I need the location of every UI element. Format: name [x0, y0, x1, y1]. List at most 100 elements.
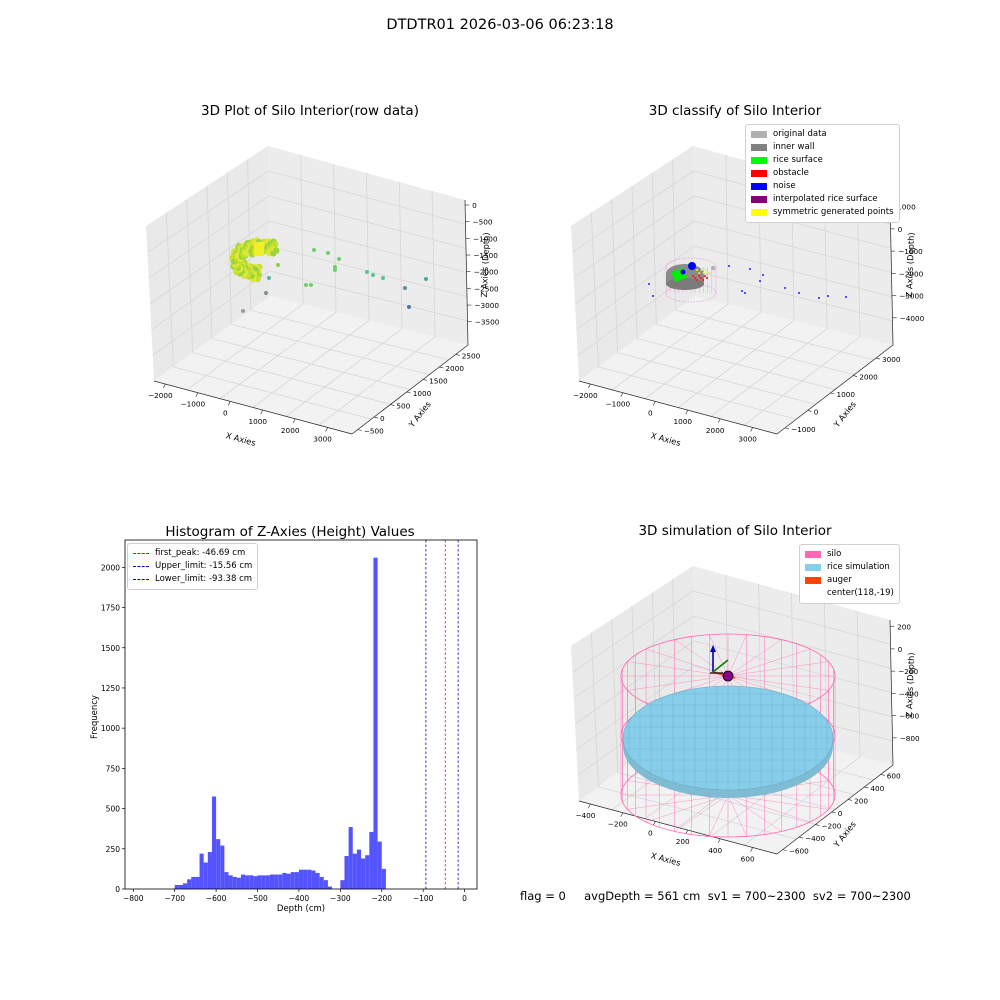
histogram-bar	[352, 853, 357, 889]
x-tick-label: −200	[371, 894, 392, 903]
y-tick-label: −200	[821, 822, 841, 831]
x-tick-label: 600	[741, 854, 755, 863]
y-tick-label: 500	[106, 805, 121, 814]
legend-entry: rice simulation	[805, 561, 894, 574]
silo-wire	[727, 794, 782, 832]
histogram-bar	[274, 874, 279, 889]
y-tick	[439, 366, 444, 369]
floor-pane	[579, 296, 893, 434]
histogram-bar	[174, 884, 179, 889]
symmetric-point	[698, 272, 701, 274]
noise-point	[652, 295, 654, 297]
z-axis-line	[464, 199, 469, 346]
obstacle-point	[695, 278, 699, 282]
histogram-bar	[211, 796, 217, 889]
legend-swatch	[751, 209, 767, 216]
legend-entry: first_peak: -46.69 cm	[133, 547, 252, 560]
y-axis-line	[351, 344, 469, 435]
x-tick	[588, 383, 591, 389]
z-tick-label: −800	[900, 734, 920, 743]
legend-swatch	[751, 131, 767, 138]
symmetric-point	[704, 269, 707, 271]
noise-point	[827, 295, 829, 297]
silo-wire	[674, 794, 729, 832]
silo-wire	[727, 634, 747, 677]
legend-swatch	[805, 551, 821, 558]
z-tick-label: −1000	[898, 247, 923, 256]
classified-points	[648, 257, 847, 303]
raw-plot-title: 3D Plot of Silo Interior(row data)	[201, 103, 419, 119]
histogram-bar	[203, 862, 208, 889]
obstacle-point	[699, 276, 703, 280]
y-tick-label: 750	[106, 764, 121, 773]
histogram-bar	[311, 870, 316, 889]
noise-point	[845, 296, 847, 298]
legend-label: original data	[773, 129, 827, 139]
x-tick	[620, 392, 624, 397]
x-tick-label: 2000	[281, 426, 300, 435]
raw-point	[326, 251, 330, 255]
x-tick-label: −500	[247, 894, 268, 903]
histogram-bar	[369, 831, 374, 889]
histogram-bar	[178, 884, 183, 889]
y-tick	[864, 786, 869, 789]
classify-plot-canvas: −2000 −1000 0 1000 2000 3000 X Axies −1000 0 1000…	[571, 146, 925, 448]
y-tick	[798, 836, 804, 839]
raw-point	[424, 277, 428, 281]
raw-points	[229, 237, 428, 313]
noise-point	[759, 280, 761, 282]
histogram-xlabel: Depth (cm)	[277, 904, 325, 914]
y-tick-label: 500	[396, 402, 410, 411]
x-tick-label: −2000	[573, 391, 598, 400]
x-tick	[750, 847, 753, 852]
x-tick-label: −1000	[605, 400, 630, 409]
y-tick	[455, 354, 460, 356]
classify-plot-title: 3D classify of Silo Interior	[648, 103, 822, 119]
simulation-legend: silo rice simulation auger center(118,-19)	[799, 544, 900, 604]
y-tick-label: 0	[380, 414, 385, 423]
x-tick-label: −600	[206, 894, 227, 903]
legend-swatch	[751, 144, 767, 151]
legend-swatch	[805, 590, 821, 597]
legend-label: first_peak: -46.69 cm	[155, 548, 246, 558]
histogram-bar	[245, 875, 250, 889]
y-tick	[880, 774, 885, 776]
legend-swatch	[751, 196, 767, 203]
original-point	[711, 266, 715, 270]
z-tick-label: −2000	[474, 268, 499, 277]
x-axis-label: X Axies	[650, 850, 682, 868]
silo-wire	[709, 634, 729, 677]
y-tick-label: 600	[887, 771, 901, 780]
floor-pane	[154, 296, 468, 434]
legend-label: rice surface	[773, 155, 823, 165]
x-tick-label: 0	[223, 408, 228, 417]
legend-entry: inner wall	[751, 141, 894, 154]
histogram-bar	[220, 845, 225, 889]
z-tick-label: −4000	[900, 314, 925, 323]
classify-legend: original data inner wall rice surface obsta…	[745, 124, 900, 223]
z-tick-label: −500	[472, 218, 492, 227]
x-tick-label: −800	[123, 894, 144, 903]
legend-label: inner wall	[773, 142, 815, 152]
raw-point	[333, 265, 337, 269]
x-tick	[620, 812, 624, 817]
x-tick-label: 400	[708, 846, 722, 855]
raw-point	[381, 276, 385, 280]
x-tick-label: −700	[164, 894, 185, 903]
y-tick-label: −600	[789, 847, 809, 856]
legend-entry: noise	[751, 180, 894, 193]
x-tick-label: 200	[676, 837, 690, 846]
obstacle-point	[691, 274, 695, 278]
y-tick-label: 200	[854, 796, 868, 805]
y-tick	[831, 811, 836, 814]
y-tick	[807, 410, 812, 412]
histogram-bar	[319, 876, 324, 889]
z-tick-label: −3000	[474, 301, 499, 310]
y-tick-label: −1000	[791, 425, 816, 434]
x-tick-label: −2000	[148, 391, 173, 400]
y-axis-line	[776, 344, 894, 435]
x-tick-label: 1000	[673, 417, 692, 426]
y-tick	[357, 429, 362, 431]
y-tick-label: 1000	[413, 389, 432, 398]
